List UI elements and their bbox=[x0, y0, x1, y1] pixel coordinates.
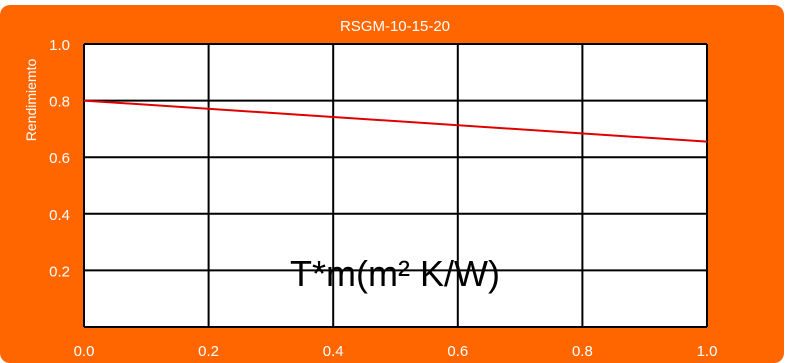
x-tick-label-1: 0.2 bbox=[198, 343, 219, 360]
grid-lines bbox=[83, 43, 708, 328]
x-tick-label-4: 0.8 bbox=[572, 343, 593, 360]
tick-labels: 0.0 0.2 0.4 0.6 0.8 1.0 0.2 0.4 0.6 0.8 1.0 bbox=[49, 37, 717, 360]
x-axis-label: T*m(m² K/W) bbox=[290, 253, 500, 294]
y-axis-label: Rendimiemto bbox=[23, 59, 39, 142]
series-line-0 bbox=[83, 99, 708, 143]
x-tick-label-2: 0.4 bbox=[323, 343, 344, 360]
x-tick-label-0: 0.0 bbox=[74, 343, 95, 360]
chart-title: RSGM-10-15-20 bbox=[340, 18, 450, 35]
x-tick-label-3: 0.6 bbox=[447, 343, 468, 360]
x-tick-label-5: 1.0 bbox=[697, 343, 718, 360]
y-tick-label-2: 0.6 bbox=[49, 150, 70, 167]
series-group bbox=[83, 99, 708, 143]
y-tick-label-3: 0.8 bbox=[49, 94, 70, 111]
y-tick-label-1: 0.4 bbox=[49, 207, 70, 224]
y-tick-label-0: 0.2 bbox=[49, 263, 70, 280]
plot-area bbox=[84, 44, 707, 327]
y-tick-label-4: 1.0 bbox=[49, 37, 70, 54]
